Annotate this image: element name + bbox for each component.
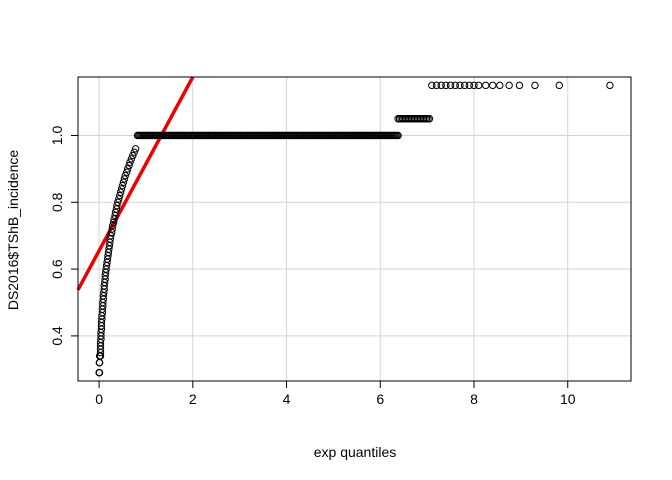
data-point: [121, 171, 130, 180]
x-tick-label: 2: [189, 391, 197, 407]
x-tick-label: 6: [376, 391, 384, 407]
y-tick-label: 0.4: [49, 326, 65, 346]
data-point: [110, 215, 118, 223]
data-point: [129, 151, 137, 160]
data-point: [446, 81, 455, 90]
data-point: [489, 81, 497, 90]
data-point: [123, 168, 131, 176]
data-point: [531, 81, 539, 90]
y-tick-label: 0.6: [49, 259, 65, 279]
data-point: [456, 81, 464, 90]
data-point: [113, 201, 121, 210]
data-point: [425, 115, 434, 123]
data-point: [515, 81, 524, 90]
data-point: [131, 145, 140, 153]
data-point: [126, 158, 134, 166]
y-tick-label: 0.8: [49, 192, 65, 212]
data-point: [482, 81, 490, 90]
data-point: [465, 81, 474, 90]
data-point: [428, 81, 436, 90]
data-point: [470, 81, 478, 90]
data-point: [108, 221, 117, 230]
data-point: [474, 81, 483, 90]
data-point: [120, 175, 129, 183]
x-tick-label: 10: [560, 391, 576, 407]
x-axis: 0 2 4 6 8 10: [95, 380, 576, 407]
x-tick-label: 4: [283, 391, 291, 407]
data-point: [116, 191, 124, 200]
data-point: [117, 185, 126, 193]
data-point: [460, 81, 469, 90]
grid: [78, 77, 631, 381]
data-point: [451, 81, 459, 90]
x-axis-title: exp quantiles: [314, 444, 397, 460]
data-point: [505, 81, 513, 90]
y-tick-label: 1.0: [49, 126, 65, 146]
data-point: [442, 81, 450, 90]
data-point: [108, 225, 116, 233]
y-axis: 0.4 0.6 0.8 1.0: [49, 126, 79, 346]
data-point: [111, 208, 120, 216]
data-point: [127, 155, 136, 163]
data-point: [111, 211, 119, 220]
plot-frame: [77, 76, 632, 382]
data-point: [125, 161, 133, 170]
data-point: [115, 195, 123, 203]
data-point: [437, 81, 445, 90]
y-axis-title: DS2016$TShB_incidence: [5, 150, 21, 311]
data-point: [112, 205, 121, 213]
data-point: [109, 218, 118, 227]
data-point: [606, 81, 614, 90]
data-point: [432, 81, 441, 90]
data-point: [107, 231, 115, 240]
data-point: [95, 368, 104, 377]
data-point: [119, 178, 128, 186]
x-tick-label: 8: [470, 391, 478, 407]
data-point: [496, 81, 504, 90]
x-tick-label: 0: [95, 391, 103, 407]
data-points: [95, 81, 614, 377]
data-point: [118, 181, 127, 190]
fit-line-layer: [76, 76, 195, 291]
data-point: [130, 148, 138, 156]
data-point: [123, 165, 132, 173]
data-point: [394, 131, 402, 140]
fit-line: [76, 76, 195, 291]
data-point: [555, 81, 563, 90]
data-point: [95, 358, 104, 367]
data-point: [116, 188, 125, 196]
data-point: [114, 198, 122, 206]
data-point: [106, 235, 115, 243]
